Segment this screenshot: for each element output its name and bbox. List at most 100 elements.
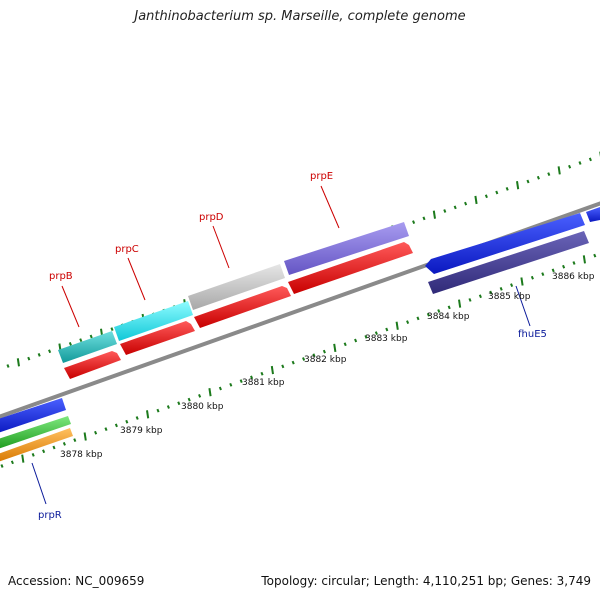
blue-cds-left[interactable] (0, 398, 66, 434)
gene-prpC[interactable] (114, 301, 193, 341)
inner-track-minor-tick (260, 371, 264, 376)
inner-track-minor-tick (478, 294, 482, 299)
inner-track-minor-tick (250, 375, 254, 380)
inner-track-minor-tick (156, 408, 160, 413)
inner-track-minor-tick (385, 327, 389, 332)
inner-track-minor-tick (114, 423, 118, 428)
red-cds-2[interactable] (120, 321, 195, 355)
inner-track-minor-tick (374, 331, 378, 336)
inner-track-major-tick (395, 321, 399, 330)
outer-track-major-tick (516, 181, 520, 190)
inner-track-minor-tick (447, 305, 451, 310)
inner-track-minor-tick (302, 357, 306, 361)
inner-track-minor-tick (135, 416, 139, 420)
blue-cds-large[interactable] (425, 213, 585, 274)
inner-track-minor-tick (198, 394, 202, 398)
inner-track-minor-tick (31, 453, 35, 457)
inner-track-major-tick (458, 299, 462, 308)
scale-label: 3878 kbp (60, 450, 103, 460)
outer-track-minor-tick (422, 216, 426, 221)
inner-track-minor-tick (312, 353, 316, 358)
inner-track-minor-tick (530, 275, 534, 280)
inner-track-minor-tick (62, 441, 66, 446)
scale-label: 3885 kbp (488, 292, 531, 302)
gene-prpE[interactable] (284, 222, 409, 275)
inner-track-minor-tick (166, 405, 170, 409)
scale-label: 3884 kbp (427, 312, 470, 322)
label-line-prpB (61, 285, 80, 328)
outer-track-minor-tick (412, 220, 416, 224)
label-line-prpE (320, 185, 340, 229)
inner-track-minor-tick (187, 397, 191, 402)
inner-track-minor-tick (551, 268, 555, 273)
green-cds-left[interactable] (0, 416, 71, 450)
cds-track-forward (64, 242, 413, 379)
genome-summary: Topology: circular; Length: 4,110,251 bp… (261, 574, 591, 588)
scale-label: 3880 kbp (181, 402, 224, 412)
outer-track-minor-tick (110, 327, 114, 331)
inner-track-minor-tick (426, 312, 430, 317)
outer-track-minor-tick (79, 338, 83, 343)
inner-track-minor-tick (52, 445, 56, 450)
gene-label-lines (31, 185, 531, 505)
outer-track-major-tick (432, 210, 436, 219)
inner-track-minor-tick (416, 316, 420, 321)
accession-label: Accession: NC_009659 (8, 574, 145, 588)
gene-label-prpE[interactable]: prpE (310, 171, 333, 182)
gene-prpB[interactable] (58, 331, 117, 363)
inner-track-minor-tick (125, 419, 129, 424)
scale-label: 3881 kbp (242, 378, 285, 388)
outer-track-minor-tick (68, 341, 72, 346)
outer-track-minor-tick (27, 356, 31, 361)
inner-track-minor-tick (322, 349, 326, 354)
scale-label: 3883 kbp (365, 334, 408, 344)
inner-track-minor-tick (42, 449, 46, 454)
cds-track-left (0, 398, 73, 463)
outer-track-minor-tick (526, 179, 530, 184)
inner-track-minor-tick (499, 286, 503, 291)
label-line-prpR (31, 462, 47, 505)
inner-track-minor-tick (229, 382, 233, 387)
inner-track-major-tick (208, 388, 212, 397)
gene-prpR[interactable] (0, 428, 73, 463)
scale-label: 3886 kbp (552, 272, 595, 282)
gene-label-prpC[interactable]: prpC (115, 244, 139, 255)
red-cds-1[interactable] (64, 351, 121, 379)
inner-track-minor-tick (104, 427, 108, 431)
red-cds-4[interactable] (288, 242, 413, 294)
inner-track-minor-tick (572, 261, 576, 265)
gene-upper-right[interactable] (586, 207, 600, 222)
inner-track-minor-tick (343, 342, 347, 347)
gene-labels: prpB prpC prpD prpE fhuE5 prpR (38, 171, 547, 521)
inner-track-minor-tick (94, 430, 98, 435)
outer-track-minor-tick (484, 194, 488, 199)
inner-track-minor-tick (218, 386, 222, 391)
scale-label: 3879 kbp (120, 426, 163, 436)
gene-label-fhuE5[interactable]: fhuE5 (518, 329, 547, 340)
inner-track-minor-tick (406, 320, 410, 324)
gene-label-prpB[interactable]: prpB (49, 271, 73, 282)
outer-track-major-tick (16, 358, 20, 367)
label-line-prpC (127, 257, 146, 301)
inner-track-minor-tick (281, 364, 285, 369)
outer-track-minor-tick (547, 172, 551, 176)
outer-track-minor-tick (505, 186, 509, 191)
gene-prpD[interactable] (188, 264, 285, 310)
outer-track-minor-tick (536, 175, 540, 180)
genome-backbone (0, 201, 600, 419)
outer-track-minor-tick (568, 164, 572, 169)
gene-fhuE5[interactable] (428, 231, 589, 294)
outer-track-major-tick (474, 195, 478, 205)
gene-label-prpD[interactable]: prpD (199, 212, 224, 223)
inner-track-major-tick (333, 343, 337, 353)
scale-labels: 3878 kbp 3879 kbp 3880 kbp 3881 kbp 3882 kbp… (60, 272, 595, 460)
inner-track-minor-tick (291, 360, 295, 365)
inner-track-minor-tick (354, 338, 358, 343)
outer-track-minor-tick (443, 209, 447, 213)
inner-track-minor-tick (177, 401, 181, 406)
gene-label-prpR[interactable]: prpR (38, 510, 62, 521)
outer-track-minor-tick (37, 353, 41, 357)
outer-track-minor-tick (495, 190, 499, 195)
red-cds-3[interactable] (194, 286, 291, 328)
